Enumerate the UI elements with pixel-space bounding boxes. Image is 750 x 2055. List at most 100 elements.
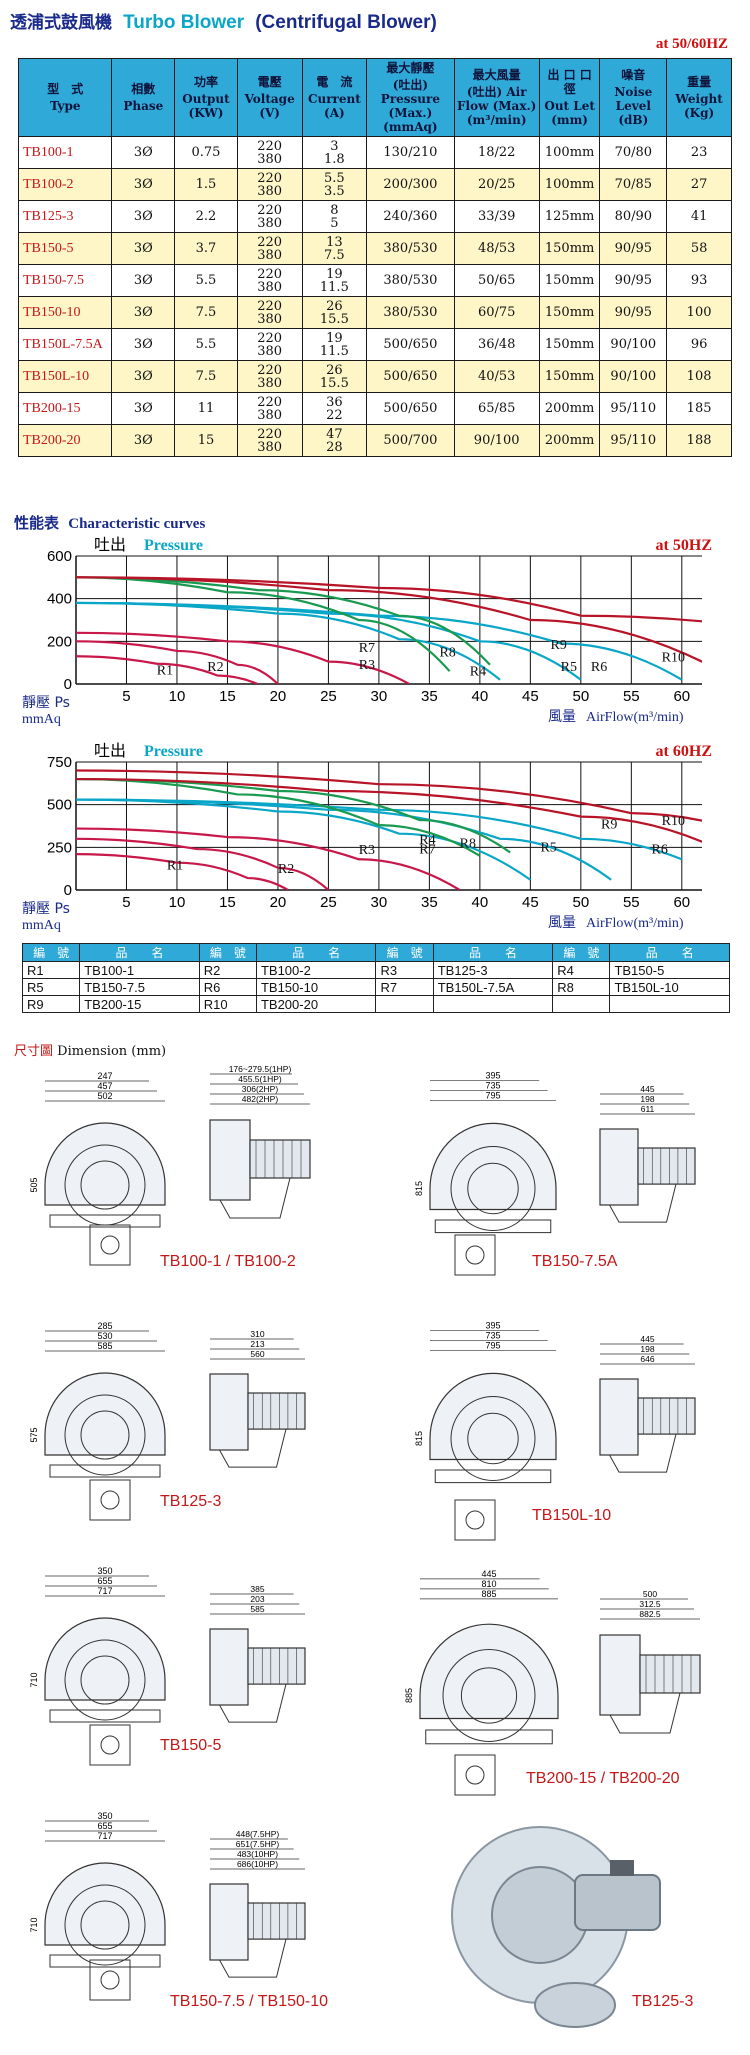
motor-body [637, 1397, 696, 1435]
table-row: TB150L-10 3Ø 7.5 220 380 26 15.5 500/650 40/53 15… [17, 360, 732, 393]
cell-airflow: 33/39 [453, 200, 540, 233]
impeller-circle [64, 1639, 146, 1721]
cell-value: 380 [257, 311, 283, 327]
inlet-circle [80, 1655, 130, 1705]
legend-code: R4 [552, 961, 611, 979]
curve-label-R10: R10 [662, 651, 685, 666]
impeller-circle [64, 1884, 146, 1966]
spec-header-line: (mmAq) [383, 120, 438, 134]
cell-value: 380 [257, 247, 283, 263]
cell-value: 36 [326, 394, 343, 410]
cell-type: TB200-15 [17, 392, 113, 425]
dimension-value: 448(7.5HP) [236, 1829, 280, 1839]
chart-title: at 60HZ [656, 743, 712, 760]
drawing-tb150l-10-base [454, 1499, 496, 1541]
cell-voltage: 220 380 [236, 424, 303, 457]
inlet-circle [80, 1900, 130, 1950]
base-hole [465, 1245, 485, 1265]
dimension-value: 385 [250, 1584, 264, 1594]
spec-header-line: (Kg) [684, 106, 715, 120]
y-tick-label: 250 [47, 839, 72, 856]
dimension-value: 585 [250, 1604, 264, 1614]
x-tick-label: 50 [572, 688, 589, 705]
cell-value: 380 [257, 215, 283, 231]
dimension-value: 560 [250, 1349, 264, 1359]
spec-header-7: 出 口 口 徑 Out Let (mm) [538, 58, 601, 137]
y-tick-label: 600 [47, 548, 72, 565]
x-tick-label: 25 [320, 688, 337, 705]
spec-header-line: 最大風量 [472, 68, 521, 82]
pressure-label-en: Pressure [144, 743, 203, 760]
dimension-value: 312.5 [639, 1599, 661, 1609]
x-tick-label: 35 [421, 894, 438, 911]
dimension-value: 810 [481, 1579, 496, 1589]
cell-outlet: 100mm [538, 136, 601, 169]
x-tick-label: 5 [122, 894, 130, 911]
legend-model: TB150L-7.5A [432, 978, 554, 996]
spec-header-1: 相數 Phase [111, 58, 176, 137]
stand-frame [219, 1683, 287, 1723]
legend-header: 編 號品 名編 號品 名編 號品 名編 號品 名 [21, 943, 730, 962]
dimension-value: 585 [97, 1341, 112, 1351]
cell-value: 220 [257, 330, 283, 346]
dimension-value: 717 [97, 1586, 112, 1596]
base-outline [454, 1754, 496, 1796]
legend-header-code: 編 號 [552, 943, 611, 962]
base-hole [100, 1490, 120, 1510]
legend-code: R1 [21, 961, 81, 979]
cell-voltage: 220 380 [236, 168, 303, 201]
base-hole [465, 1765, 485, 1785]
housing-shape [44, 1372, 166, 1456]
legend-model [432, 995, 554, 1013]
cell-weight: 185 [666, 392, 732, 425]
dimension-value: 350 [97, 1811, 112, 1821]
cell-output: 5.5 [174, 264, 238, 297]
xlabel-cn: 風量 [548, 915, 576, 931]
cell-type: TB150-7.5 [17, 264, 113, 297]
legend-code [375, 995, 434, 1013]
curve-label-R2: R2 [278, 862, 294, 877]
cell-value: 26 [326, 362, 343, 378]
drawing-tb150-7-5-base [89, 1959, 131, 2001]
dimension-value: 611 [641, 1104, 655, 1114]
cell-value: 220 [257, 394, 283, 410]
cell-value: 220 [257, 170, 283, 186]
legend-header-name: 品 名 [255, 943, 377, 962]
cell-phase: 3Ø [111, 296, 176, 329]
legend-model: TB200-15 [79, 995, 200, 1013]
housing-shape [44, 1617, 166, 1701]
cell-output: 15 [174, 424, 238, 457]
cell-value: 220 [257, 298, 283, 314]
page-title: 透浦式鼓風機 Turbo Blower (Centrifugal Blower) [10, 8, 740, 38]
curve-label-R5: R5 [561, 660, 577, 675]
cell-pressure: 500/700 [366, 424, 455, 457]
inlet-circle [80, 1410, 130, 1460]
cell-current: 3 1.8 [301, 136, 368, 169]
curve-label-R1: R1 [167, 859, 183, 874]
photo-outlet [534, 1982, 616, 2028]
legend-model: TB100-2 [255, 961, 377, 979]
spec-header-line: Output [182, 92, 230, 106]
curve-label-R1: R1 [157, 663, 173, 678]
cell-voltage: 220 380 [236, 200, 303, 233]
dimension-title-en: Dimension (mm) [57, 1044, 167, 1059]
series-line-R2 [76, 640, 279, 684]
cell-outlet: 150mm [538, 264, 601, 297]
base-hole [465, 1510, 485, 1530]
housing-shape [44, 1122, 166, 1206]
cell-output: 5.5 [174, 328, 238, 361]
curve-label-R9: R9 [601, 818, 617, 833]
cell-value: 19 [326, 266, 343, 282]
housing-side [599, 1378, 639, 1456]
cell-value: 15.5 [319, 311, 349, 327]
series-line-R3 [76, 827, 461, 890]
spec-header-line: 重量 [687, 75, 712, 89]
cell-phase: 3Ø [111, 168, 176, 201]
ylabel-bottom-unit: mmAq [22, 712, 61, 727]
cell-type: TB125-3 [17, 200, 113, 233]
